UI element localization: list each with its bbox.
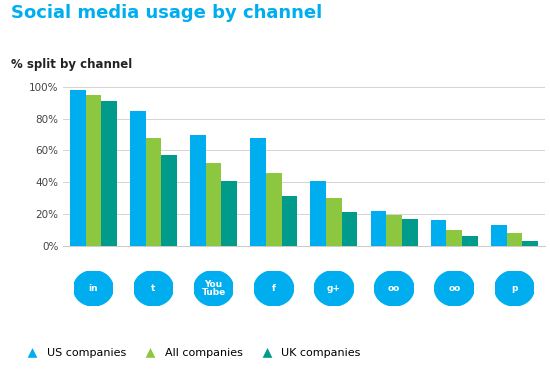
Bar bbox=[85, 95, 101, 246]
Text: Social media usage by channel: Social media usage by channel bbox=[11, 4, 322, 22]
Text: t: t bbox=[151, 284, 156, 293]
Bar bbox=[130, 111, 146, 246]
Bar bbox=[402, 219, 417, 246]
Bar bbox=[342, 212, 358, 246]
Bar bbox=[326, 198, 342, 246]
Bar bbox=[250, 138, 266, 246]
Ellipse shape bbox=[494, 270, 534, 306]
Bar bbox=[371, 211, 386, 246]
Bar bbox=[522, 241, 538, 246]
Bar bbox=[507, 233, 522, 246]
Ellipse shape bbox=[74, 270, 113, 306]
Bar bbox=[222, 180, 237, 246]
Ellipse shape bbox=[194, 270, 233, 306]
Bar bbox=[161, 155, 177, 246]
Bar bbox=[447, 230, 462, 246]
Text: You
Tube: You Tube bbox=[201, 280, 225, 297]
Text: % split by channel: % split by channel bbox=[11, 58, 132, 71]
Bar bbox=[190, 135, 206, 246]
Text: oo: oo bbox=[448, 284, 460, 293]
Legend: US companies, All companies, UK companies: US companies, All companies, UK companie… bbox=[16, 344, 365, 363]
Bar bbox=[266, 173, 282, 246]
Bar bbox=[491, 225, 507, 246]
Bar bbox=[282, 196, 297, 246]
Bar bbox=[386, 215, 402, 246]
Text: g+: g+ bbox=[327, 284, 341, 293]
Text: f: f bbox=[272, 284, 276, 293]
Text: p: p bbox=[512, 284, 518, 293]
Bar bbox=[70, 90, 85, 246]
Ellipse shape bbox=[314, 270, 354, 306]
Bar bbox=[206, 163, 222, 246]
Bar bbox=[146, 138, 161, 246]
Ellipse shape bbox=[434, 270, 474, 306]
Bar bbox=[311, 180, 326, 246]
Text: in: in bbox=[89, 284, 98, 293]
Bar bbox=[431, 220, 447, 246]
Ellipse shape bbox=[134, 270, 173, 306]
Bar bbox=[462, 236, 478, 246]
Ellipse shape bbox=[375, 270, 414, 306]
Text: oo: oo bbox=[388, 284, 400, 293]
Ellipse shape bbox=[254, 270, 294, 306]
Bar bbox=[101, 101, 117, 246]
